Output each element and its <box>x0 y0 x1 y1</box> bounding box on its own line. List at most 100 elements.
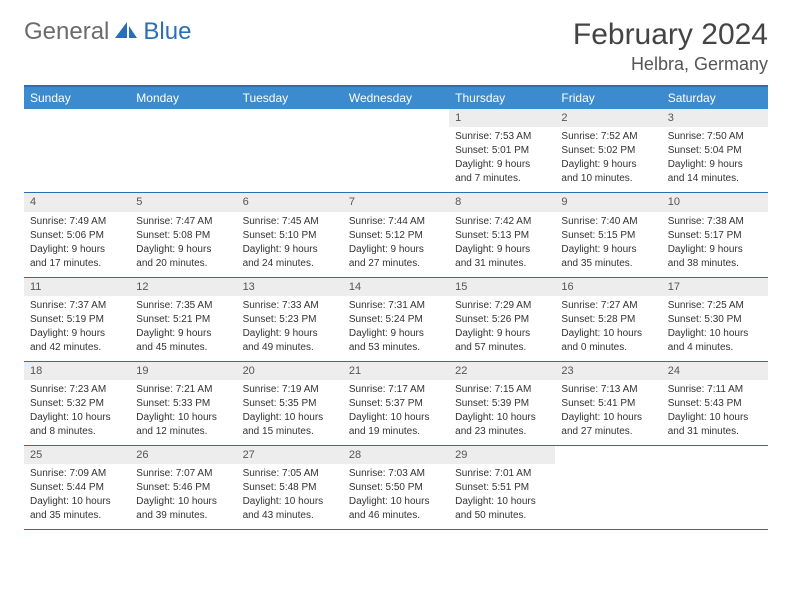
location: Helbra, Germany <box>573 54 768 75</box>
day-sunrise: Sunrise: 7:25 AM <box>668 299 762 312</box>
day-sunset: Sunset: 5:51 PM <box>455 481 549 494</box>
day-cell: 2Sunrise: 7:52 AMSunset: 5:02 PMDaylight… <box>555 109 661 192</box>
day-cell <box>24 109 130 192</box>
day-daylight2: and 35 minutes. <box>30 509 124 522</box>
day-daylight2: and 35 minutes. <box>561 257 655 270</box>
day-number: 17 <box>662 278 768 296</box>
day-daylight1: Daylight: 10 hours <box>455 411 549 424</box>
day-sunset: Sunset: 5:46 PM <box>136 481 230 494</box>
day-cell: 26Sunrise: 7:07 AMSunset: 5:46 PMDayligh… <box>130 446 236 529</box>
day-cell <box>343 109 449 192</box>
day-sunrise: Sunrise: 7:27 AM <box>561 299 655 312</box>
day-header-cell: Thursday <box>449 87 555 109</box>
day-sunrise: Sunrise: 7:19 AM <box>243 383 337 396</box>
day-body: Sunrise: 7:11 AMSunset: 5:43 PMDaylight:… <box>662 380 768 445</box>
day-cell: 27Sunrise: 7:05 AMSunset: 5:48 PMDayligh… <box>237 446 343 529</box>
month-title: February 2024 <box>573 18 768 52</box>
day-cell: 4Sunrise: 7:49 AMSunset: 5:06 PMDaylight… <box>24 193 130 276</box>
day-sunset: Sunset: 5:19 PM <box>30 313 124 326</box>
day-sunset: Sunset: 5:21 PM <box>136 313 230 326</box>
day-number: 19 <box>130 362 236 380</box>
day-daylight1: Daylight: 10 hours <box>561 411 655 424</box>
day-body: Sunrise: 7:25 AMSunset: 5:30 PMDaylight:… <box>662 296 768 361</box>
day-cell: 25Sunrise: 7:09 AMSunset: 5:44 PMDayligh… <box>24 446 130 529</box>
day-sunrise: Sunrise: 7:40 AM <box>561 215 655 228</box>
day-daylight2: and 24 minutes. <box>243 257 337 270</box>
day-number: 7 <box>343 193 449 211</box>
day-number: 26 <box>130 446 236 464</box>
day-cell: 6Sunrise: 7:45 AMSunset: 5:10 PMDaylight… <box>237 193 343 276</box>
day-sunrise: Sunrise: 7:35 AM <box>136 299 230 312</box>
day-cell: 5Sunrise: 7:47 AMSunset: 5:08 PMDaylight… <box>130 193 236 276</box>
day-cell: 16Sunrise: 7:27 AMSunset: 5:28 PMDayligh… <box>555 278 661 361</box>
day-sunset: Sunset: 5:04 PM <box>668 144 762 157</box>
day-number: 12 <box>130 278 236 296</box>
title-block: February 2024 Helbra, Germany <box>573 18 768 75</box>
day-body: Sunrise: 7:07 AMSunset: 5:46 PMDaylight:… <box>130 464 236 529</box>
day-sunset: Sunset: 5:33 PM <box>136 397 230 410</box>
day-sunset: Sunset: 5:24 PM <box>349 313 443 326</box>
day-body: Sunrise: 7:31 AMSunset: 5:24 PMDaylight:… <box>343 296 449 361</box>
day-daylight2: and 19 minutes. <box>349 425 443 438</box>
day-cell: 7Sunrise: 7:44 AMSunset: 5:12 PMDaylight… <box>343 193 449 276</box>
day-daylight2: and 12 minutes. <box>136 425 230 438</box>
day-daylight2: and 17 minutes. <box>30 257 124 270</box>
day-cell <box>662 446 768 529</box>
day-daylight2: and 49 minutes. <box>243 341 337 354</box>
day-sunset: Sunset: 5:15 PM <box>561 229 655 242</box>
day-number: 14 <box>343 278 449 296</box>
day-daylight1: Daylight: 9 hours <box>455 327 549 340</box>
day-header-cell: Tuesday <box>237 87 343 109</box>
day-daylight1: Daylight: 10 hours <box>455 495 549 508</box>
day-daylight1: Daylight: 9 hours <box>561 243 655 256</box>
day-body: Sunrise: 7:44 AMSunset: 5:12 PMDaylight:… <box>343 212 449 277</box>
day-sunrise: Sunrise: 7:09 AM <box>30 467 124 480</box>
day-number <box>237 109 343 127</box>
day-number: 4 <box>24 193 130 211</box>
day-daylight1: Daylight: 10 hours <box>668 327 762 340</box>
day-body: Sunrise: 7:50 AMSunset: 5:04 PMDaylight:… <box>662 127 768 192</box>
day-number: 11 <box>24 278 130 296</box>
day-daylight1: Daylight: 9 hours <box>136 243 230 256</box>
day-daylight1: Daylight: 9 hours <box>668 158 762 171</box>
day-cell: 29Sunrise: 7:01 AMSunset: 5:51 PMDayligh… <box>449 446 555 529</box>
header: General Blue February 2024 Helbra, Germa… <box>24 18 768 75</box>
day-sunset: Sunset: 5:02 PM <box>561 144 655 157</box>
day-sunset: Sunset: 5:30 PM <box>668 313 762 326</box>
day-daylight2: and 31 minutes. <box>668 425 762 438</box>
day-sunset: Sunset: 5:41 PM <box>561 397 655 410</box>
day-cell: 28Sunrise: 7:03 AMSunset: 5:50 PMDayligh… <box>343 446 449 529</box>
week-row: 1Sunrise: 7:53 AMSunset: 5:01 PMDaylight… <box>24 109 768 193</box>
day-daylight1: Daylight: 9 hours <box>243 327 337 340</box>
day-daylight2: and 46 minutes. <box>349 509 443 522</box>
day-number: 16 <box>555 278 661 296</box>
day-sunrise: Sunrise: 7:11 AM <box>668 383 762 396</box>
day-sunrise: Sunrise: 7:37 AM <box>30 299 124 312</box>
day-number: 15 <box>449 278 555 296</box>
day-cell: 20Sunrise: 7:19 AMSunset: 5:35 PMDayligh… <box>237 362 343 445</box>
day-daylight1: Daylight: 9 hours <box>243 243 337 256</box>
day-daylight2: and 27 minutes. <box>561 425 655 438</box>
day-body: Sunrise: 7:09 AMSunset: 5:44 PMDaylight:… <box>24 464 130 529</box>
day-number: 9 <box>555 193 661 211</box>
day-sunrise: Sunrise: 7:21 AM <box>136 383 230 396</box>
day-cell: 23Sunrise: 7:13 AMSunset: 5:41 PMDayligh… <box>555 362 661 445</box>
day-body: Sunrise: 7:42 AMSunset: 5:13 PMDaylight:… <box>449 212 555 277</box>
day-sunset: Sunset: 5:01 PM <box>455 144 549 157</box>
day-daylight2: and 31 minutes. <box>455 257 549 270</box>
day-daylight1: Daylight: 9 hours <box>30 243 124 256</box>
logo-text-blue: Blue <box>143 18 191 46</box>
day-sunrise: Sunrise: 7:03 AM <box>349 467 443 480</box>
logo: General Blue <box>24 18 191 46</box>
day-sunrise: Sunrise: 7:13 AM <box>561 383 655 396</box>
day-number: 22 <box>449 362 555 380</box>
day-sunrise: Sunrise: 7:31 AM <box>349 299 443 312</box>
day-daylight2: and 7 minutes. <box>455 172 549 185</box>
day-body: Sunrise: 7:37 AMSunset: 5:19 PMDaylight:… <box>24 296 130 361</box>
day-sunrise: Sunrise: 7:29 AM <box>455 299 549 312</box>
day-body: Sunrise: 7:38 AMSunset: 5:17 PMDaylight:… <box>662 212 768 277</box>
day-number <box>343 109 449 127</box>
day-body: Sunrise: 7:17 AMSunset: 5:37 PMDaylight:… <box>343 380 449 445</box>
day-number <box>555 446 661 464</box>
day-sunset: Sunset: 5:35 PM <box>243 397 337 410</box>
